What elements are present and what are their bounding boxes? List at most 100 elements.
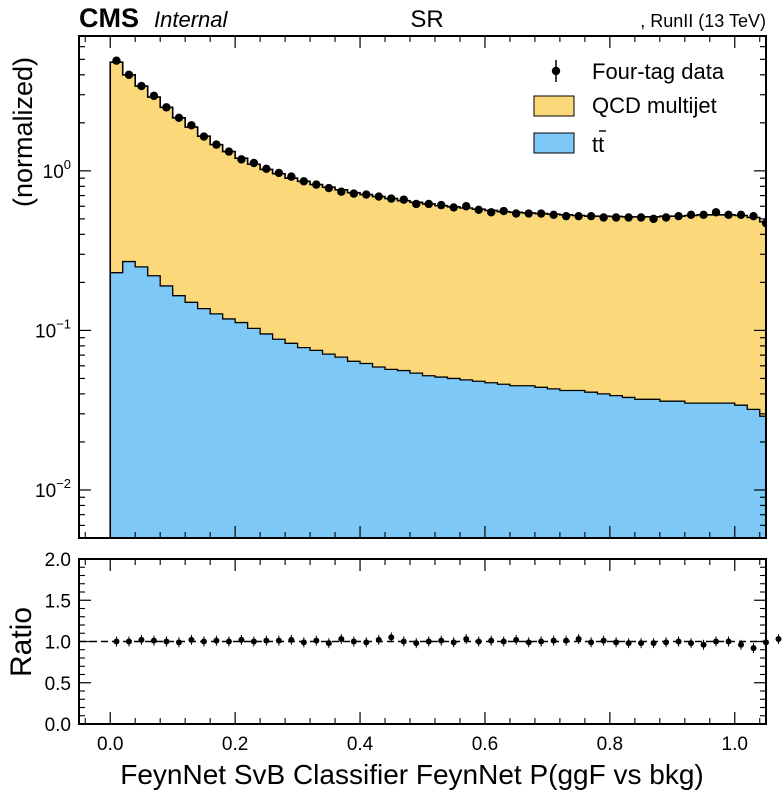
ttbar-bin xyxy=(609,395,623,538)
data-point xyxy=(636,213,646,222)
ttbar-bin xyxy=(522,385,536,538)
data-point xyxy=(711,208,721,217)
ratio-point xyxy=(700,641,707,648)
main-y-axis-label: (normalized) xyxy=(8,57,38,207)
data-point xyxy=(736,210,746,220)
legend-swatch-qcd xyxy=(533,95,575,117)
legend-label-qcd: QCD multijet xyxy=(592,93,717,118)
ttbar-bin xyxy=(447,378,461,538)
data-point xyxy=(724,210,733,220)
data-point xyxy=(686,210,696,220)
ttbar-bin xyxy=(547,388,561,538)
ratio-point xyxy=(350,638,357,645)
ttbar-bin xyxy=(397,370,411,538)
ttbar-bin xyxy=(285,343,298,538)
ttbar-bin xyxy=(147,275,161,538)
ttbar-bin xyxy=(559,390,573,538)
ttbar-bin xyxy=(647,399,661,538)
ttbar-bin xyxy=(272,339,286,538)
qcd-bin xyxy=(772,238,783,540)
data-point xyxy=(437,200,446,210)
data-point xyxy=(174,113,184,123)
data-point xyxy=(649,214,658,224)
data-point xyxy=(349,189,358,198)
ttbar-bin xyxy=(372,366,386,538)
data-point xyxy=(561,211,571,221)
ratio-point xyxy=(188,636,195,643)
ratio-point xyxy=(138,636,145,643)
ratio-point xyxy=(175,639,182,646)
ratio-point xyxy=(600,637,607,644)
ratio-point xyxy=(750,645,757,652)
data-point xyxy=(262,164,271,173)
ttbar-bin xyxy=(472,381,486,538)
data-point xyxy=(462,202,471,211)
data-point xyxy=(299,177,309,186)
y-tick-label: 10−2 xyxy=(35,476,71,502)
ratio-point xyxy=(775,636,782,643)
ratio-point xyxy=(638,640,645,647)
ratio-point xyxy=(488,637,495,644)
ttbar-bin xyxy=(484,382,498,538)
internal-label: Internal xyxy=(154,7,228,32)
ratio-point xyxy=(225,638,232,645)
data-point xyxy=(449,203,458,212)
ttbar-bin xyxy=(235,322,249,538)
legend-entry-ttbar: tt xyxy=(533,130,606,157)
data-point xyxy=(399,195,408,204)
ttbar-bin xyxy=(360,363,373,538)
legend-swatch-ttbar xyxy=(533,132,575,154)
ttbar-bin xyxy=(597,393,611,538)
ratio-point xyxy=(200,638,207,645)
legend-entry-data: Four-tag data xyxy=(551,59,725,84)
data-point xyxy=(312,180,321,189)
ratio-point xyxy=(125,638,132,645)
lumi-label: , RunII (13 TeV) xyxy=(640,11,766,31)
ttbar-bin xyxy=(185,302,199,538)
data-point xyxy=(124,70,134,79)
x-tick-label: 0.6 xyxy=(472,734,498,755)
legend-label-ttbar: tt xyxy=(592,132,604,157)
ttbar-bin xyxy=(634,399,648,538)
ratio-point xyxy=(588,639,595,646)
ttbar-bin xyxy=(135,266,149,538)
ratio-point xyxy=(438,637,445,644)
ttbar-outline xyxy=(109,260,766,538)
ttbar-bin xyxy=(747,409,761,538)
y-tick-label: 10−1 xyxy=(35,316,71,342)
ttbar-bin xyxy=(434,377,448,538)
ratio-point xyxy=(238,636,245,643)
ttbar-bin xyxy=(160,285,174,538)
x-axis-label: FeynNet SvB Classifier FeynNet P(ggF vs … xyxy=(120,759,704,790)
x-tick-label: 0.4 xyxy=(347,734,374,755)
ttbar-bin xyxy=(172,295,186,538)
ttbar-bin xyxy=(584,392,598,538)
ratio-point xyxy=(388,634,395,641)
data-point xyxy=(162,103,171,112)
data-point xyxy=(599,213,608,222)
data-point xyxy=(624,213,633,222)
ratio-y-tick-label: 2.0 xyxy=(45,550,71,571)
ttbar-bin xyxy=(697,403,711,538)
data-point xyxy=(412,199,421,209)
ratio-y-tick-label: 0.0 xyxy=(45,715,71,736)
ratio-point xyxy=(575,636,582,643)
ttbar-bin xyxy=(122,261,136,538)
ratio-point xyxy=(550,637,557,644)
ttbar-bin xyxy=(709,403,723,538)
data-point xyxy=(362,190,371,199)
ratio-y-tick-label: 1.5 xyxy=(45,591,71,612)
ratio-point xyxy=(338,636,345,643)
main-panel: 10−2 10−1 100 (normalized) xyxy=(8,35,783,540)
data-point xyxy=(287,172,296,181)
data-point xyxy=(387,194,396,203)
data-point xyxy=(199,132,209,141)
ratio-point xyxy=(250,638,257,645)
qcd-bin xyxy=(759,221,766,538)
legend: Four-tag data QCD multijet tt xyxy=(533,59,725,157)
ratio-point xyxy=(613,639,620,646)
ratio-point xyxy=(525,639,532,646)
ttbar-bin xyxy=(422,375,436,538)
data-point xyxy=(212,140,221,149)
